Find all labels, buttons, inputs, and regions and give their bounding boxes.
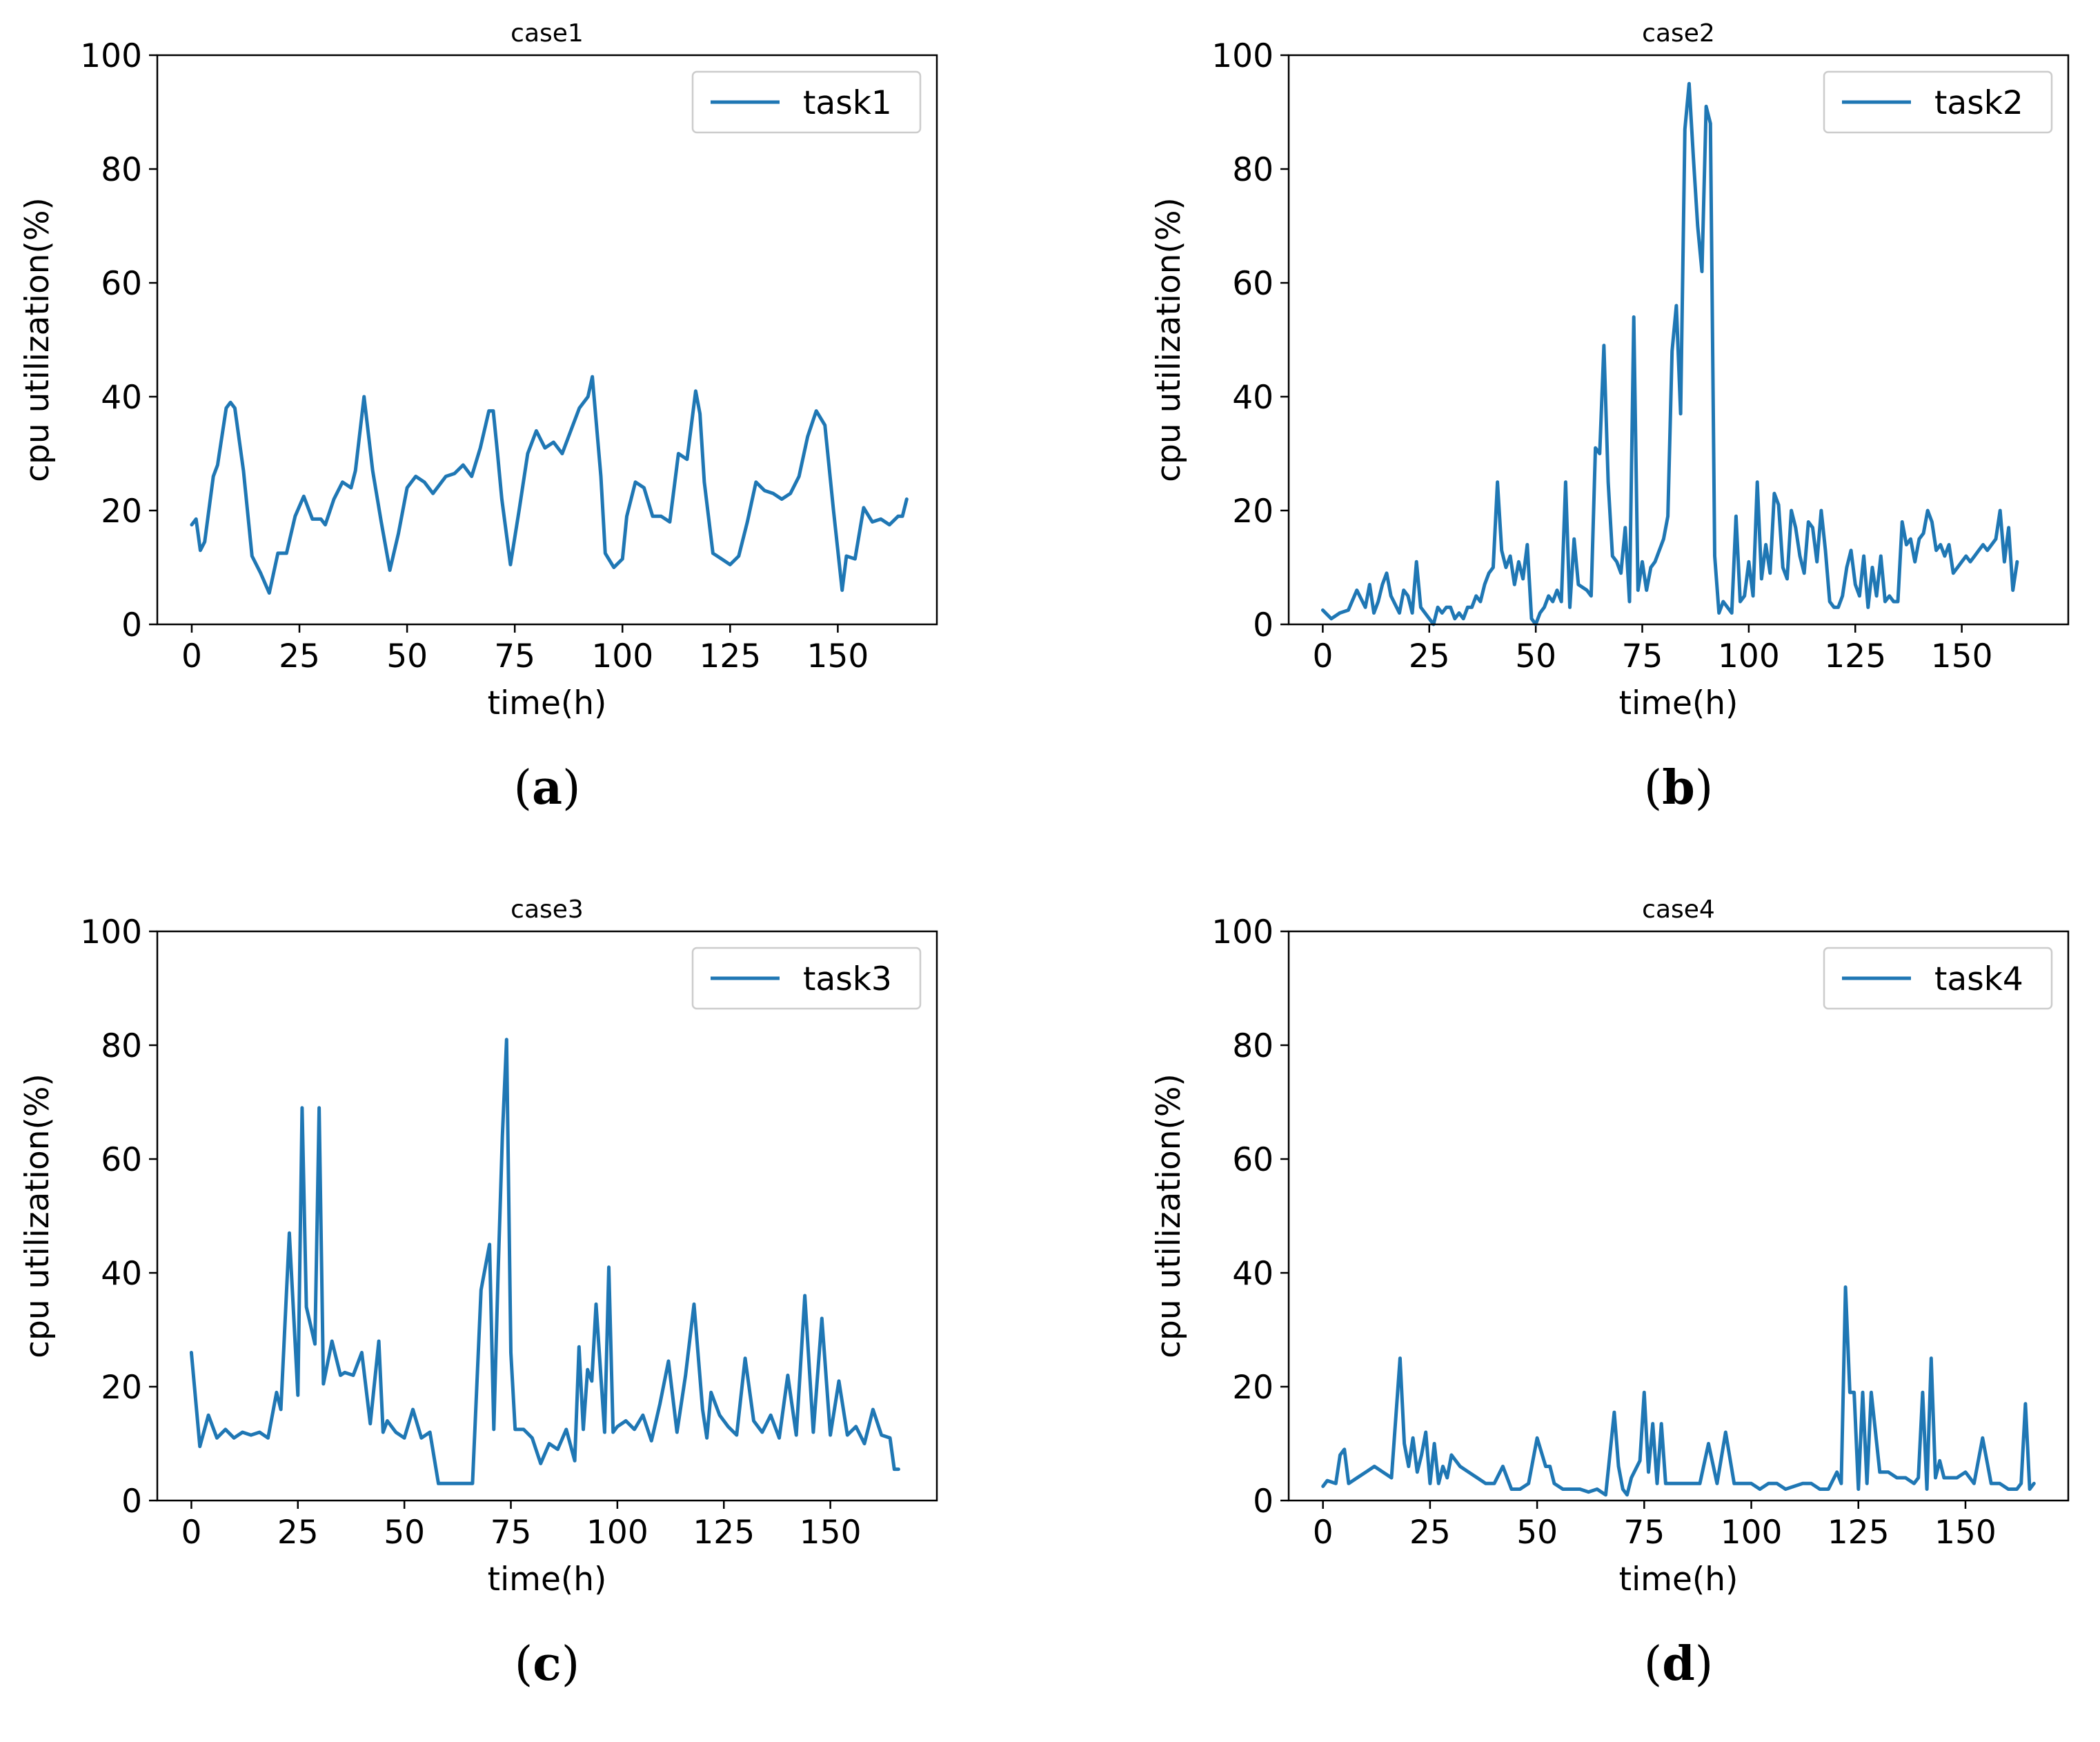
y-axis-label: cpu utilization(%) <box>1150 197 1188 482</box>
y-tick-label: 100 <box>80 37 142 75</box>
chart-title: case3 <box>511 895 584 924</box>
x-tick-label: 75 <box>1623 1514 1665 1552</box>
x-tick-label: 100 <box>591 637 653 675</box>
plot-frame <box>156 54 938 626</box>
y-tick-label: 60 <box>101 1141 142 1179</box>
panel-caption: (b) <box>1644 760 1714 815</box>
x-tick-label: 25 <box>279 637 320 675</box>
y-tick-label: 60 <box>1232 1141 1274 1179</box>
y-tick-label: 0 <box>1253 606 1274 644</box>
y-tick-label: 20 <box>1232 1369 1274 1407</box>
x-tick-label: 75 <box>494 637 535 675</box>
y-tick-label: 20 <box>1232 493 1274 531</box>
plot-frame <box>1287 54 2070 626</box>
x-tick-label: 100 <box>586 1514 648 1552</box>
legend-label: task3 <box>803 960 892 998</box>
y-tick-label: 80 <box>1232 1027 1274 1065</box>
legend-box <box>691 947 922 1010</box>
x-axis-label: time(h) <box>488 1561 607 1599</box>
panel-caption: (c) <box>515 1636 580 1692</box>
legend-box <box>1823 70 2053 134</box>
x-tick-label: 50 <box>386 637 428 675</box>
y-tick-label: 80 <box>1232 151 1274 189</box>
plot-frame <box>156 930 938 1502</box>
x-tick-label: 0 <box>1312 637 1333 675</box>
chart-panel-c: case3 0 20 40 60 80 100 0 25 50 75 100 125 150 task3 ti… <box>0 876 966 1742</box>
series-line-task3 <box>189 1038 900 1485</box>
legend-label: task4 <box>1934 960 2023 998</box>
chart-title: case2 <box>1642 19 1715 48</box>
x-axis-label: time(h) <box>488 684 607 722</box>
legend-box <box>1823 947 2053 1010</box>
chart-d: case4 0 20 40 60 80 100 0 25 50 75 100 125 150 task4 ti… <box>1150 895 2070 1692</box>
x-tick-label: 50 <box>1516 1514 1558 1552</box>
x-tick-label: 100 <box>1721 1514 1783 1552</box>
x-axis-label: time(h) <box>1619 1561 1739 1599</box>
x-axis-label: time(h) <box>1619 684 1739 722</box>
x-tick-label: 0 <box>181 637 202 675</box>
y-axis-label: cpu utilization(%) <box>19 197 57 482</box>
y-tick-label: 40 <box>1232 379 1274 417</box>
x-tick-label: 150 <box>807 637 869 675</box>
x-tick-label: 150 <box>1931 637 1993 675</box>
x-tick-label: 150 <box>800 1514 862 1552</box>
x-tick-label: 50 <box>384 1514 425 1552</box>
y-tick-label: 80 <box>101 1027 142 1065</box>
series-line-task4 <box>1321 1285 2036 1497</box>
chart-title: case4 <box>1642 895 1715 924</box>
chart-title: case1 <box>511 19 584 48</box>
legend-label: task2 <box>1934 84 2023 122</box>
y-tick-label: 100 <box>1211 913 1274 951</box>
chart-b: case2 0 20 40 60 80 100 0 25 50 75 100 125 150 task2 ti… <box>1150 19 2070 815</box>
chart-a: case1 0 20 40 60 80 100 0 25 50 75 100 125 150 task1 ti… <box>19 19 938 815</box>
chart-c: case3 0 20 40 60 80 100 0 25 50 75 100 125 150 task3 ti… <box>19 895 938 1692</box>
y-axis-label: cpu utilization(%) <box>19 1073 57 1358</box>
chart-panel-d: case4 0 20 40 60 80 100 0 25 50 75 100 125 150 task4 ti… <box>1131 876 2097 1742</box>
y-tick-label: 60 <box>101 265 142 303</box>
y-tick-label: 20 <box>101 1369 142 1407</box>
y-tick-label: 0 <box>121 1483 142 1521</box>
x-tick-label: 0 <box>181 1514 201 1552</box>
series-line-task1 <box>190 375 909 595</box>
y-axis-label: cpu utilization(%) <box>1150 1073 1188 1358</box>
y-tick-label: 100 <box>80 913 142 951</box>
series-line-task2 <box>1320 81 2019 626</box>
x-tick-label: 125 <box>1827 1514 1890 1552</box>
legend-box <box>691 70 922 134</box>
x-tick-label: 125 <box>693 1514 755 1552</box>
y-tick-label: 40 <box>1232 1255 1274 1293</box>
panel-caption: (d) <box>1644 1636 1714 1692</box>
x-tick-label: 75 <box>1622 637 1663 675</box>
y-tick-label: 80 <box>101 151 142 189</box>
x-tick-label: 100 <box>1718 637 1780 675</box>
panel-caption: (a) <box>513 760 580 815</box>
y-tick-label: 40 <box>101 1255 142 1293</box>
x-tick-label: 75 <box>491 1514 532 1552</box>
y-tick-label: 0 <box>121 606 142 644</box>
x-tick-label: 25 <box>1409 1514 1451 1552</box>
legend-label: task1 <box>803 84 892 122</box>
x-tick-label: 125 <box>699 637 761 675</box>
x-tick-label: 125 <box>1824 637 1886 675</box>
y-tick-label: 20 <box>101 493 142 531</box>
y-tick-label: 60 <box>1232 265 1274 303</box>
plot-frame <box>1287 930 2070 1502</box>
chart-panel-b: case2 0 20 40 60 80 100 0 25 50 75 100 125 150 task2 ti… <box>1131 0 2097 866</box>
x-tick-label: 0 <box>1313 1514 1334 1552</box>
x-tick-label: 150 <box>1934 1514 1997 1552</box>
x-tick-label: 25 <box>1409 637 1450 675</box>
chart-panel-a: case1 0 20 40 60 80 100 0 25 50 75 100 125 150 task1 ti… <box>0 0 966 866</box>
x-tick-label: 25 <box>277 1514 319 1552</box>
y-tick-label: 0 <box>1253 1483 1274 1521</box>
y-tick-label: 40 <box>101 379 142 417</box>
x-tick-label: 50 <box>1515 637 1556 675</box>
y-tick-label: 100 <box>1211 37 1274 75</box>
